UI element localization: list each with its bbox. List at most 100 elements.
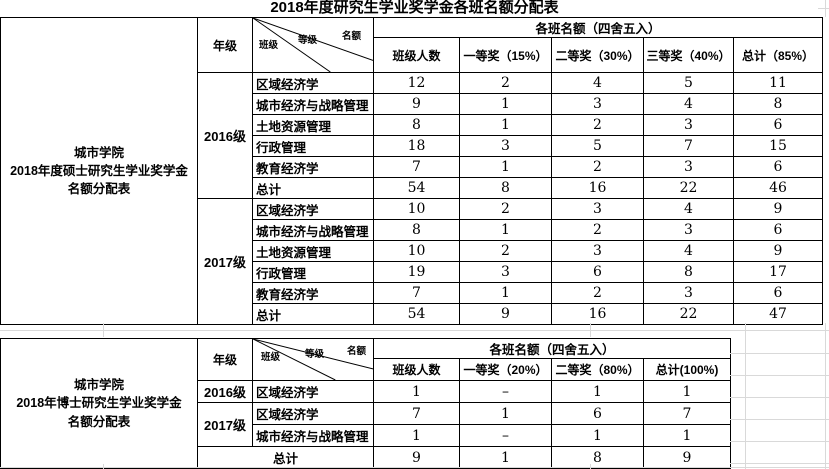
value-cell: 7 bbox=[643, 135, 734, 157]
value-cell: 7 bbox=[373, 282, 460, 304]
column-header: 一等奖（15%） bbox=[459, 37, 552, 73]
value-cell: 8 bbox=[733, 93, 823, 115]
column-header: 三等奖（40%） bbox=[643, 37, 734, 73]
value-cell: 3 bbox=[551, 198, 644, 220]
side-title-line: 名额分配表 bbox=[67, 414, 131, 429]
value-cell: 12 bbox=[373, 72, 460, 94]
value-cell: 16 bbox=[551, 177, 644, 199]
value-cell: 6 bbox=[551, 402, 644, 425]
value-cell: 1 bbox=[459, 402, 552, 425]
side-title-line: 名额分配表 bbox=[67, 182, 131, 197]
value-cell: 1 bbox=[551, 380, 644, 403]
column-header: 总计（85%） bbox=[733, 37, 823, 73]
class-name-cell: 城市经济与战略管理 bbox=[252, 424, 374, 447]
corner-quota-label: 名额 bbox=[342, 31, 362, 42]
class-name-cell: 区域经济学 bbox=[252, 402, 374, 425]
value-cell: 3 bbox=[459, 135, 552, 157]
value-cell: 5 bbox=[551, 135, 644, 157]
value-cell: 3 bbox=[643, 219, 734, 241]
value-cell: 3 bbox=[643, 114, 734, 136]
class-name-cell: 城市经济与战略管理 bbox=[252, 219, 374, 241]
value-cell: 1 bbox=[642, 424, 732, 447]
value-cell: 22 bbox=[643, 177, 734, 199]
value-cell: 19 bbox=[373, 261, 460, 283]
class-name-cell: 教育经济学 bbox=[252, 282, 374, 304]
column-header: 一等奖（20%） bbox=[459, 358, 552, 381]
diagonal-corner-cell: 班级 等级 名额 bbox=[252, 17, 374, 73]
grade-column-header: 年级 bbox=[197, 338, 253, 381]
value-cell: 1 bbox=[459, 219, 552, 241]
value-cell: 8 bbox=[373, 219, 460, 241]
corner-quota-label: 名额 bbox=[347, 346, 367, 357]
value-cell: 4 bbox=[643, 240, 734, 262]
gridline bbox=[730, 419, 829, 420]
value-cell: 3 bbox=[459, 261, 552, 283]
value-cell: 8 bbox=[643, 261, 734, 283]
value-cell: 1 bbox=[459, 282, 552, 304]
value-cell: 18 bbox=[373, 135, 460, 157]
gridline bbox=[730, 463, 829, 464]
value-cell: 1 bbox=[642, 380, 732, 403]
value-cell: – bbox=[459, 380, 552, 403]
value-cell: 2 bbox=[551, 282, 644, 304]
value-cell: 3 bbox=[643, 282, 734, 304]
gridline bbox=[0, 467, 829, 468]
quota-span-header: 各班名额（四舍五入） bbox=[372, 338, 732, 359]
value-cell: 46 bbox=[733, 177, 823, 199]
corner-level-label: 等级 bbox=[298, 35, 318, 46]
value-cell: 54 bbox=[373, 177, 460, 199]
value-cell: 3 bbox=[643, 156, 734, 178]
value-cell: 9 bbox=[733, 240, 823, 262]
value-cell: 3 bbox=[551, 93, 644, 115]
value-cell: 8 bbox=[373, 114, 460, 136]
class-name-cell: 城市经济与战略管理 bbox=[252, 93, 374, 115]
class-name-cell: 区域经济学 bbox=[252, 198, 374, 220]
grade-cell: 2016级 bbox=[197, 72, 253, 199]
value-cell: 7 bbox=[373, 156, 460, 178]
class-name-cell: 行政管理 bbox=[252, 135, 374, 157]
value-cell: 10 bbox=[373, 240, 460, 262]
gridline bbox=[103, 323, 104, 337]
value-cell: 16 bbox=[551, 303, 644, 325]
value-cell: 9 bbox=[373, 93, 460, 115]
value-cell: 22 bbox=[643, 303, 734, 325]
value-cell: 54 bbox=[373, 303, 460, 325]
value-cell: 9 bbox=[733, 198, 823, 220]
class-name-cell: 土地资源管理 bbox=[252, 240, 374, 262]
corner-class-label: 班级 bbox=[259, 40, 279, 51]
value-cell: 6 bbox=[551, 261, 644, 283]
value-cell: 9 bbox=[459, 303, 552, 325]
side-title-line: 2018年博士研究生学业奖学金 bbox=[16, 396, 182, 411]
gridline bbox=[103, 464, 104, 469]
value-cell: 2 bbox=[459, 72, 552, 94]
table2-side-title: 城市学院 2018年博士研究生学业奖学金 名额分配表 bbox=[0, 338, 198, 469]
value-cell: 2 bbox=[459, 240, 552, 262]
class-name-cell: 教育经济学 bbox=[252, 156, 374, 178]
value-cell: 4 bbox=[551, 72, 644, 94]
side-title-line: 2018年度硕士研究生学业奖学金 bbox=[10, 163, 188, 178]
group-total-label: 总计 bbox=[252, 177, 374, 199]
corner-level-label: 等级 bbox=[305, 349, 325, 360]
diagonal-lines-icon bbox=[253, 18, 373, 72]
value-cell: 10 bbox=[373, 198, 460, 220]
value-cell: – bbox=[459, 424, 552, 447]
gridline bbox=[590, 323, 591, 337]
grade-column-header: 年级 bbox=[197, 17, 253, 73]
value-cell: 1 bbox=[459, 93, 552, 115]
class-name-cell: 行政管理 bbox=[252, 261, 374, 283]
value-cell: 7 bbox=[642, 402, 732, 425]
value-cell: 4 bbox=[643, 93, 734, 115]
gridline bbox=[730, 375, 829, 376]
value-cell: 47 bbox=[733, 303, 823, 325]
value-cell: 2 bbox=[551, 114, 644, 136]
value-cell: 6 bbox=[733, 219, 823, 241]
value-cell: 3 bbox=[551, 240, 644, 262]
grand-total-label: 总计 bbox=[197, 446, 374, 469]
gridline bbox=[818, 8, 829, 9]
gridline bbox=[730, 441, 829, 442]
value-cell: 1 bbox=[373, 380, 460, 403]
column-header: 总计(100%) bbox=[642, 358, 732, 381]
gridline bbox=[590, 464, 591, 469]
value-cell: 1 bbox=[459, 446, 552, 469]
